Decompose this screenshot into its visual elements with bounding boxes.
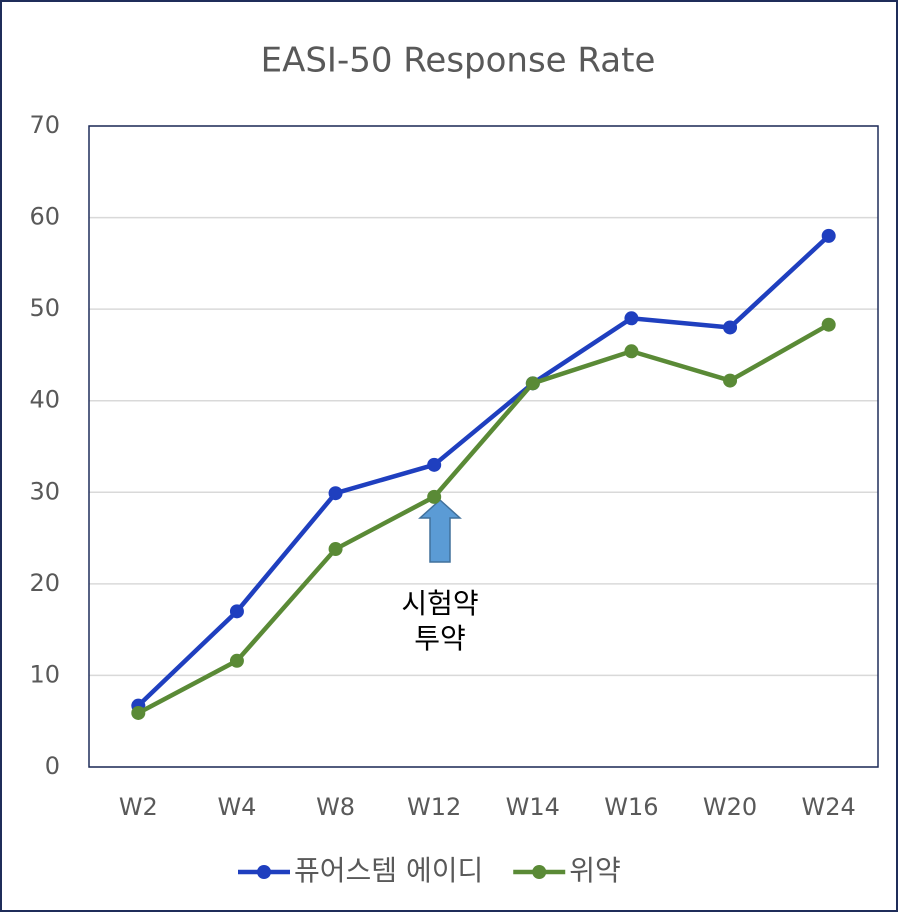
y-tick-label: 60	[29, 203, 60, 231]
annotation-arrow	[418, 498, 462, 563]
x-tick-label: W2	[119, 793, 158, 821]
series-line	[137, 322, 830, 715]
x-tick-label: W8	[316, 793, 355, 821]
data-point	[328, 542, 343, 557]
data-point	[427, 489, 442, 504]
x-tick-label: W20	[703, 793, 757, 821]
series-line	[136, 234, 831, 708]
data-point	[525, 376, 540, 391]
data-point	[328, 486, 343, 501]
data-point	[624, 344, 639, 359]
legend-marker	[532, 865, 547, 879]
x-tick-label: W12	[407, 793, 461, 821]
data-point	[229, 604, 244, 619]
y-tick-label: 0	[45, 752, 60, 780]
data-point	[131, 705, 146, 720]
plot-area	[88, 125, 879, 768]
data-point	[229, 653, 244, 668]
chart-title: EASI-50 Response Rate	[261, 41, 656, 81]
plot-border	[88, 125, 879, 768]
legend-marker	[257, 865, 271, 879]
y-tick-label: 40	[29, 386, 60, 414]
y-tick-label: 50	[29, 294, 60, 322]
data-point	[821, 317, 836, 332]
x-tick-label: W24	[802, 793, 856, 821]
data-point	[624, 311, 639, 326]
legend-label: 퓨어스템 에이디	[294, 854, 483, 887]
y-tick-label: 10	[29, 660, 60, 688]
y-tick-label: 20	[29, 569, 60, 597]
x-tick-label: W16	[604, 793, 658, 821]
annotation: 투약	[414, 622, 466, 655]
data-point	[427, 457, 442, 472]
data-point	[723, 373, 738, 388]
annotation: 시험약	[401, 587, 478, 620]
y-tick-label: 70	[29, 111, 60, 139]
legend-label: 위약	[569, 854, 621, 887]
x-tick-label: W14	[506, 793, 560, 821]
y-tick-label: 30	[29, 477, 60, 505]
x-tick-label: W4	[217, 793, 256, 821]
data-point	[821, 228, 836, 243]
data-point	[723, 320, 738, 335]
